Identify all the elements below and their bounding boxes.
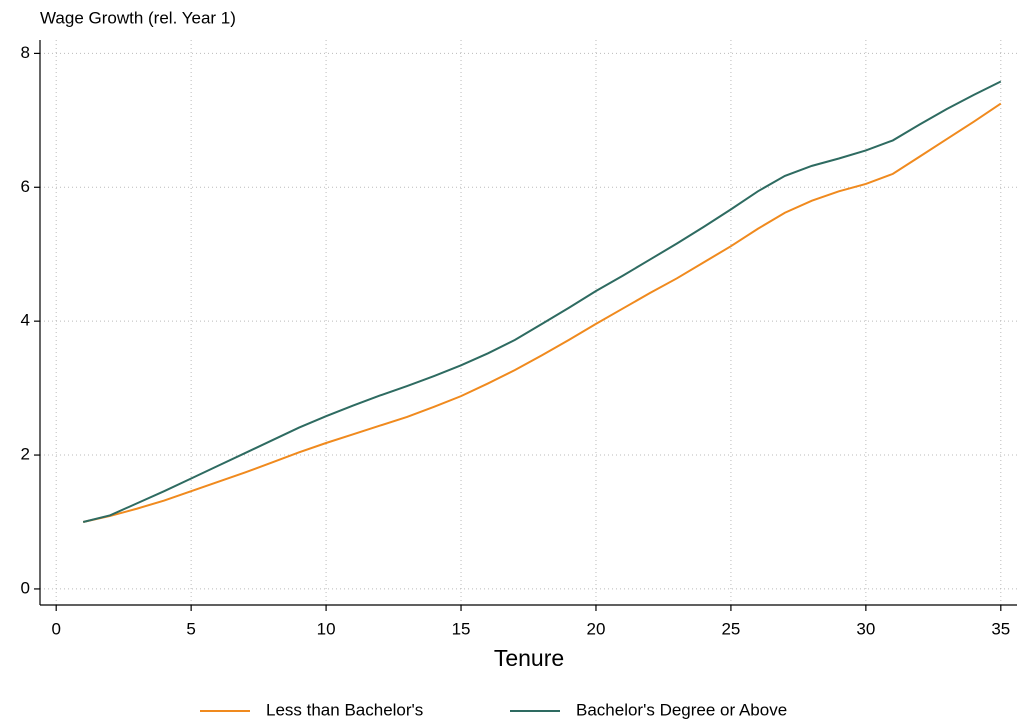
y-tick-label: 4 [21, 311, 30, 330]
legend-label: Less than Bachelor's [266, 700, 423, 719]
y-tick-label: 8 [21, 43, 30, 62]
line-series [82, 80, 1002, 523]
x-tick-label: 5 [186, 619, 195, 638]
legend-label: Bachelor's Degree or Above [576, 700, 787, 719]
x-tick-label: 30 [856, 619, 875, 638]
y-tick-label: 0 [21, 578, 30, 597]
x-tick-label: 10 [317, 619, 336, 638]
line-series [82, 102, 1002, 523]
x-tick-label: 20 [587, 619, 606, 638]
y-axis-label: Wage Growth (rel. Year 1) [40, 8, 236, 27]
x-tick-label: 35 [991, 619, 1010, 638]
x-tick-label: 15 [452, 619, 471, 638]
x-tick-label: 25 [721, 619, 740, 638]
y-tick-label: 6 [21, 177, 30, 196]
x-axis-label: Tenure [494, 645, 564, 671]
y-tick-label: 2 [21, 445, 30, 464]
x-tick-label: 0 [51, 619, 60, 638]
